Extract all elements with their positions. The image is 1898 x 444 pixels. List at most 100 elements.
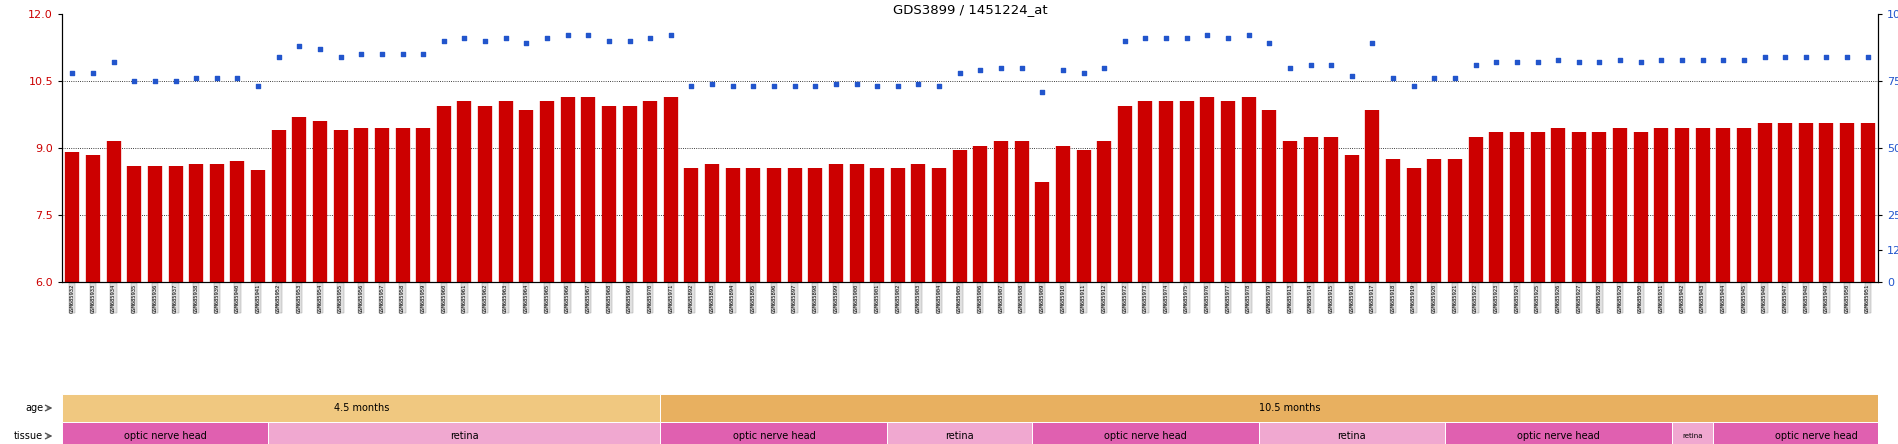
Text: 4.5 months: 4.5 months <box>334 403 389 413</box>
Point <box>222 75 252 82</box>
Text: retina: retina <box>450 431 478 441</box>
Bar <box>1444 422 1672 444</box>
Point <box>655 32 685 39</box>
Point <box>1771 53 1801 60</box>
Point <box>345 51 376 58</box>
Text: optic nerve head: optic nerve head <box>1775 431 1858 441</box>
Point <box>243 83 273 90</box>
Text: optic nerve head: optic nerve head <box>1517 431 1600 441</box>
Point <box>676 83 706 90</box>
Text: optic nerve head: optic nerve head <box>733 431 816 441</box>
Point <box>1336 72 1367 79</box>
Point <box>120 77 150 84</box>
Point <box>573 32 604 39</box>
Point <box>140 77 171 84</box>
Text: retina: retina <box>945 431 974 441</box>
Point <box>1585 59 1615 66</box>
Point <box>78 69 108 76</box>
Point <box>697 80 727 87</box>
Point <box>511 40 541 47</box>
Point <box>1315 61 1346 68</box>
Point <box>490 35 520 42</box>
Text: retina: retina <box>1682 433 1703 439</box>
Point <box>1234 32 1264 39</box>
Text: 10.5 months: 10.5 months <box>1258 403 1321 413</box>
Point <box>1089 64 1120 71</box>
Bar <box>888 422 1033 444</box>
Point <box>408 51 438 58</box>
Point <box>1357 40 1387 47</box>
Point <box>1564 59 1594 66</box>
Point <box>615 37 645 44</box>
Point <box>552 32 583 39</box>
Point <box>429 37 459 44</box>
Point <box>1606 56 1636 63</box>
Point <box>1811 53 1841 60</box>
Point <box>1399 83 1429 90</box>
Point <box>1420 75 1450 82</box>
Point <box>99 59 129 66</box>
Point <box>1646 56 1676 63</box>
Point <box>1687 56 1718 63</box>
Point <box>325 53 355 60</box>
Point <box>1069 69 1099 76</box>
Point <box>945 69 976 76</box>
Point <box>1275 64 1306 71</box>
Bar <box>661 394 1898 422</box>
Point <box>924 83 955 90</box>
Point <box>1501 59 1532 66</box>
Point <box>180 75 211 82</box>
Point <box>1480 59 1511 66</box>
Point <box>966 67 996 74</box>
Bar <box>1033 422 1258 444</box>
Point <box>387 51 418 58</box>
Text: tissue: tissue <box>13 431 44 441</box>
Bar <box>1258 422 1444 444</box>
Point <box>1027 88 1057 95</box>
Point <box>636 35 666 42</box>
Point <box>1729 56 1759 63</box>
Point <box>903 80 934 87</box>
Point <box>471 37 501 44</box>
Bar <box>268 422 661 444</box>
Point <box>285 43 315 50</box>
Point <box>1110 37 1141 44</box>
Point <box>759 83 790 90</box>
Text: optic nerve head: optic nerve head <box>123 431 207 441</box>
Text: age: age <box>25 403 44 413</box>
Point <box>1708 56 1739 63</box>
Point <box>1625 59 1655 66</box>
Text: GDS3899 / 1451224_at: GDS3899 / 1451224_at <box>892 3 1048 16</box>
Point <box>1150 35 1181 42</box>
Point <box>1294 61 1325 68</box>
Point <box>1832 53 1862 60</box>
Point <box>1460 61 1490 68</box>
Point <box>1378 75 1408 82</box>
Point <box>820 80 850 87</box>
Point <box>306 45 336 52</box>
Point <box>717 83 748 90</box>
Point <box>1129 35 1160 42</box>
Point <box>780 83 810 90</box>
Point <box>201 75 232 82</box>
Point <box>1255 40 1285 47</box>
Point <box>1852 53 1883 60</box>
Point <box>1213 35 1243 42</box>
Text: retina: retina <box>1338 431 1367 441</box>
Point <box>801 83 831 90</box>
Point <box>159 77 190 84</box>
Point <box>1666 56 1697 63</box>
Bar <box>661 422 888 444</box>
Point <box>883 83 913 90</box>
Point <box>1048 67 1078 74</box>
Point <box>450 35 480 42</box>
Point <box>531 35 562 42</box>
Point <box>1543 56 1573 63</box>
Bar <box>63 394 661 422</box>
Point <box>366 51 397 58</box>
Point <box>1006 64 1036 71</box>
Point <box>1171 35 1201 42</box>
Point <box>985 64 1015 71</box>
Point <box>841 80 871 87</box>
Bar <box>63 422 268 444</box>
